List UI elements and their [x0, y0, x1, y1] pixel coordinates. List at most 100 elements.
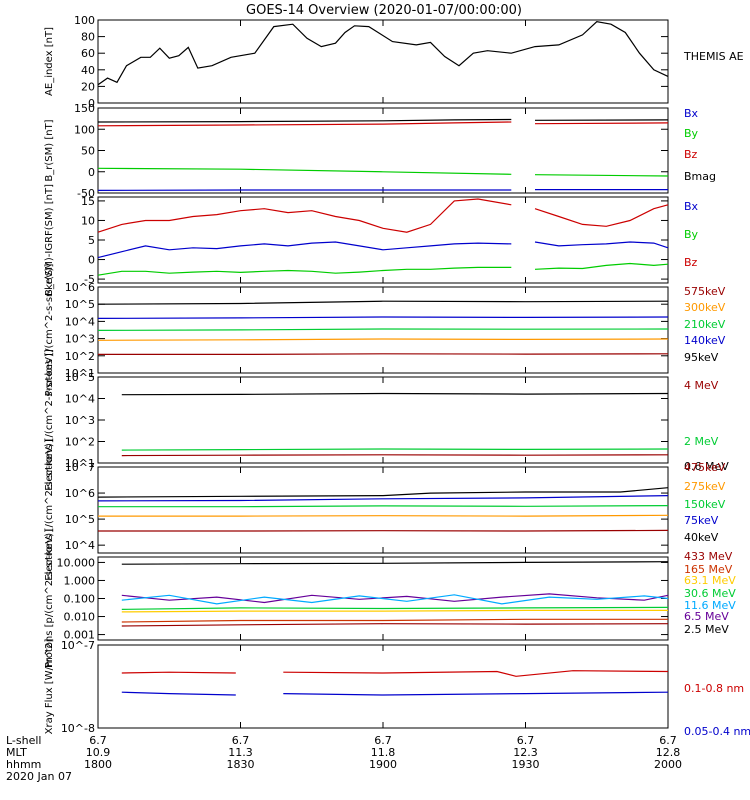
y-tick-label: 0.001 — [64, 629, 96, 642]
series-line — [97, 121, 512, 127]
legend-entry: 575keV — [684, 285, 726, 298]
panel-5: 10^1 10^2 10^3 10^4 10^5 Electrons [/(cm^2-s-… — [44, 349, 729, 491]
series-line — [98, 505, 669, 508]
y-tick-label: 0 — [88, 97, 95, 110]
y-tick-label: 10^5 — [65, 298, 95, 311]
y-tick-label: 10^3 — [65, 414, 95, 427]
series-line — [534, 174, 669, 177]
y-tick-label: -50 — [77, 187, 95, 200]
series-line — [97, 21, 669, 86]
legend-entry: 0.1-0.8 nm — [684, 682, 744, 695]
y-tick-label: 0 — [88, 254, 95, 267]
series-line — [534, 262, 669, 270]
series-line — [97, 487, 669, 498]
y-tick-label: 10^6 — [65, 487, 95, 500]
legend-entry: Bz — [684, 148, 698, 161]
y-tick-label: 80 — [81, 31, 95, 44]
legend-entry: 11.6 MeV — [684, 599, 736, 612]
y-tick-label: -5 — [84, 273, 95, 286]
footer-mlt-value: 12.8 — [656, 746, 681, 759]
y-tick-label: 10^1 — [65, 367, 95, 380]
legend-entry: 150keV — [684, 498, 726, 511]
legend-entry: Bx — [684, 107, 699, 120]
series-line — [121, 561, 669, 565]
footer-row-label: L-shell — [6, 734, 42, 747]
footer-hhmm-value: 1800 — [84, 758, 112, 771]
series-line — [283, 670, 669, 677]
y-axis-label: B_r(SM) [nT] — [44, 119, 55, 181]
y-tick-label: 10^-8 — [61, 722, 95, 735]
series-line — [98, 529, 669, 532]
y-axis-label: AE_index [nT] — [44, 27, 55, 96]
y-tick-label: 10 — [81, 214, 95, 227]
y-tick-label: 100 — [74, 14, 95, 27]
panel-4: 10^1 10^2 10^3 10^4 10^5 10^6 Protons [/(cm^2-… — [44, 264, 726, 397]
series-line — [97, 300, 669, 305]
legend-entry: 0.6 MeV — [684, 460, 729, 473]
series-line — [121, 593, 669, 604]
y-tick-label: 60 — [81, 47, 95, 60]
series-line — [98, 514, 669, 517]
series-line — [534, 204, 669, 227]
y-tick-label: 50 — [81, 145, 95, 158]
footer-lshell-value: 6.7 — [517, 734, 535, 747]
panel-8: 10^-8 10^-7 Xray Flux [W/m^2] 0.1-0.8 nm 0.0… — [44, 639, 750, 738]
series-line — [97, 167, 512, 175]
legend-entry: Bz — [684, 256, 698, 269]
figure-title: GOES-14 Overview (2020-01-07/00:00:00) — [246, 3, 522, 18]
footer-row-label: hhmm — [6, 758, 41, 771]
legend-entry: 475keV — [684, 461, 726, 474]
footer-hhmm-value: 1830 — [227, 758, 255, 771]
panel-frame — [97, 644, 669, 729]
y-axis-label: Xray Flux [W/m^2] — [44, 639, 55, 735]
series-line — [121, 606, 669, 610]
legend-entry: 433 MeV — [684, 550, 733, 563]
footer-hhmm-value: 1900 — [369, 758, 397, 771]
series-line — [97, 241, 512, 259]
series-line — [534, 122, 669, 125]
y-tick-label: 1.000 — [64, 574, 96, 587]
y-tick-label: 0.100 — [64, 593, 96, 606]
series-line — [97, 495, 669, 502]
y-tick-label: 10^4 — [65, 393, 95, 406]
legend-entry: THEMIS AE — [683, 50, 744, 63]
series-line — [121, 691, 236, 696]
y-axis-label: B_r(SM)-IGRF(SM) [nT] — [44, 184, 55, 296]
y-tick-label: 20 — [81, 80, 95, 93]
legend-entry: By — [684, 127, 699, 140]
y-tick-label: 0.010 — [64, 611, 96, 624]
panel-1: 0 20 40 60 80 100 AE_index [nT] THEMIS AE — [44, 14, 744, 110]
legend-entry: 2.5 MeV — [684, 623, 729, 636]
y-tick-label: 40 — [81, 64, 95, 77]
footer-mlt-value: 11.3 — [228, 746, 253, 759]
y-tick-label: 10^-7 — [61, 639, 95, 652]
legend-entry: By — [684, 228, 699, 241]
legend-entry: Bx — [684, 200, 699, 213]
footer-lshell-value: 6.7 — [89, 734, 107, 747]
legend-entry: 75keV — [684, 514, 719, 527]
y-tick-label: 150 — [74, 102, 95, 115]
y-axis-label: Electrons [/(cm^2-s-sr-keV)] — [44, 349, 55, 491]
legend-entry: 165 MeV — [684, 563, 733, 576]
series-line — [121, 618, 668, 623]
panel-2: -50 0 50 100 150 B_r(SM) [nT] Bx By Bz Bmag — [44, 102, 716, 200]
y-tick-label: 15 — [81, 195, 95, 208]
series-line — [121, 609, 668, 613]
y-tick-label: 10^2 — [65, 350, 95, 363]
legend-entry: 275keV — [684, 480, 726, 493]
y-axis-label: Protons [/(cm^2-s-sr-keV)] — [44, 264, 55, 397]
series-line — [97, 338, 669, 341]
panel-frame — [97, 466, 669, 554]
series-line — [97, 328, 669, 331]
legend-entry: Bmag — [684, 170, 716, 183]
footer-mlt-value: 10.9 — [86, 746, 111, 759]
legend-entry: 40keV — [684, 531, 719, 544]
legend-entry: 2 MeV — [684, 435, 719, 448]
y-tick-label: 10^4 — [65, 539, 95, 552]
panel-frame — [97, 19, 669, 104]
y-tick-label: 10^5 — [65, 371, 95, 384]
series-line — [121, 448, 669, 451]
footer-row-label: 2020 Jan 07 — [6, 770, 72, 783]
y-tick-label: 10^3 — [65, 333, 95, 346]
